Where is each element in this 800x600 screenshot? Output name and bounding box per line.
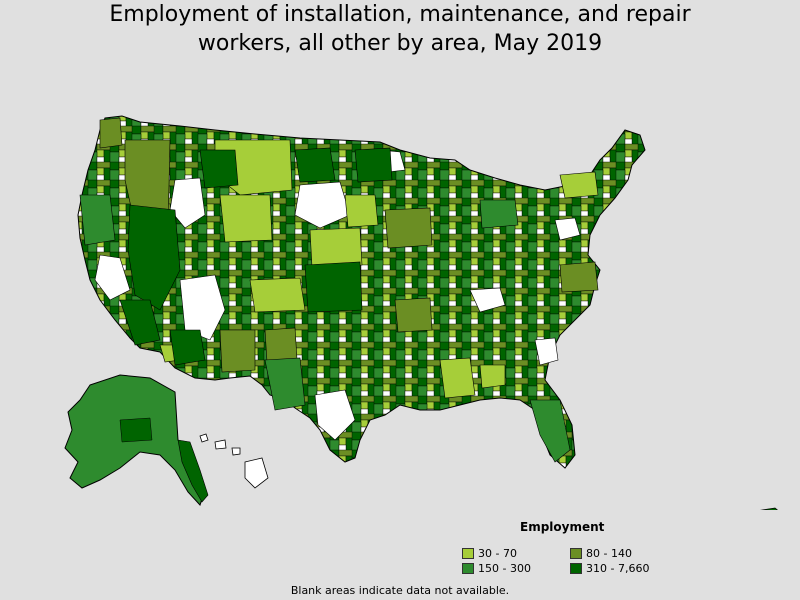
legend-label-310-7660: 310 - 7,660	[586, 562, 650, 575]
map-title: Employment of installation, maintenance,…	[0, 0, 800, 58]
legend-item-150-300: 150 - 300	[462, 562, 531, 575]
map-title-line-2: workers, all other by area, May 2019	[197, 31, 603, 56]
alaska-inner-area	[119, 417, 153, 443]
range-310-7660-areas	[119, 147, 393, 366]
legend-swatch-30-70	[462, 548, 474, 559]
map-title-line-1: Employment of installation, maintenance,…	[109, 2, 691, 27]
legend-swatch-150-300	[462, 563, 474, 574]
range-150-300-areas	[79, 194, 571, 463]
legend-title: Employment	[520, 520, 605, 534]
legend-label-30-70: 30 - 70	[478, 547, 517, 560]
legend-swatch-310-7660	[570, 563, 582, 574]
legend-swatch-80-140	[570, 548, 582, 559]
legend-item-30-70: 30 - 70	[462, 547, 517, 560]
puerto-rico-region	[759, 507, 778, 510]
hawaii-islands	[199, 433, 269, 489]
no-data-areas	[94, 149, 581, 441]
legend-label-80-140: 80 - 140	[586, 547, 632, 560]
data-availability-note: Blank areas indicate data not available.	[290, 584, 510, 597]
range-80-140-areas	[99, 117, 599, 379]
legend-item-80-140: 80 - 140	[570, 547, 632, 560]
us-employment-map	[64, 115, 778, 510]
alaska-southeast	[177, 439, 209, 503]
legend-item-310-7660: 310 - 7,660	[570, 562, 649, 575]
legend-label-150-300: 150 - 300	[478, 562, 531, 575]
